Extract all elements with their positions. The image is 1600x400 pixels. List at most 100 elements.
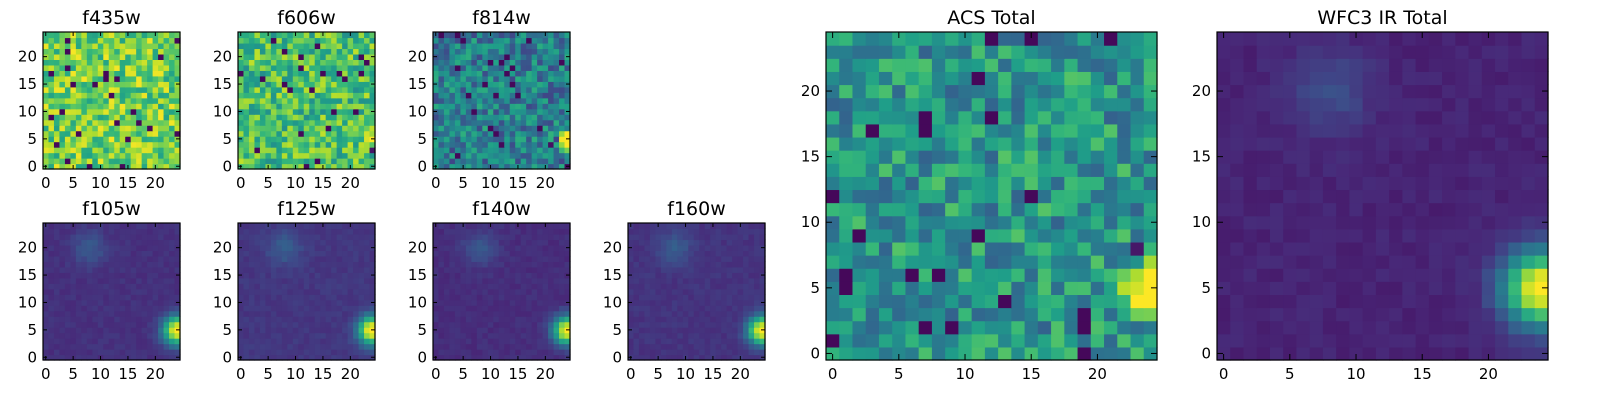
heatmap-cell <box>542 75 549 82</box>
heatmap-cell <box>677 233 684 241</box>
heatmap-cell <box>732 338 739 345</box>
heatmap-cell <box>487 152 494 159</box>
heatmap-cell <box>281 147 288 154</box>
heatmap-cell <box>342 86 349 93</box>
heatmap-cell <box>276 327 283 334</box>
heatmap-cell <box>487 327 494 334</box>
heatmap-cell <box>958 163 973 177</box>
heatmap-cell <box>628 239 635 246</box>
heatmap-cell <box>498 283 505 290</box>
heatmap-cell <box>163 130 170 137</box>
heatmap-cell <box>482 64 489 71</box>
heatmap-cell <box>320 294 327 301</box>
heatmap-cell <box>1064 255 1079 269</box>
heatmap-cell <box>655 255 662 262</box>
heatmap-cell <box>48 310 55 317</box>
heatmap-cell <box>471 163 478 170</box>
heatmap-cell <box>471 53 478 60</box>
heatmap-cell <box>314 81 321 88</box>
heatmap-cell <box>564 32 571 39</box>
heatmap-cell <box>243 86 250 93</box>
heatmap-cell <box>865 215 880 230</box>
heatmap-cell <box>75 233 82 241</box>
heatmap-cell <box>526 152 533 159</box>
heatmap-cell <box>449 228 456 235</box>
heatmap-cell <box>254 316 261 323</box>
heatmap-cell <box>108 332 115 339</box>
heatmap-cell <box>325 108 332 115</box>
heatmap-cell <box>152 103 159 110</box>
heatmap-cell <box>281 250 288 257</box>
heatmap-cell <box>504 92 511 99</box>
heatmap-cell <box>460 294 467 301</box>
heatmap-cell <box>476 136 483 143</box>
heatmap-cell <box>839 281 854 295</box>
heatmap-cell <box>438 158 445 165</box>
heatmap-cell <box>471 321 478 328</box>
heatmap-cell <box>342 147 349 154</box>
x-tick-label: 20 <box>341 174 360 192</box>
heatmap-cell <box>70 86 77 93</box>
heatmap-cell <box>86 316 93 323</box>
heatmap-cell <box>660 305 667 312</box>
heatmap-cell <box>270 114 277 121</box>
heatmap-cell <box>147 163 154 170</box>
heatmap-cell <box>865 255 880 269</box>
heatmap-cell <box>81 70 88 77</box>
heatmap-cell <box>1117 307 1132 322</box>
heatmap-cell <box>325 125 332 132</box>
heatmap-cell <box>92 119 99 126</box>
heatmap-cell <box>649 343 656 350</box>
heatmap-cell <box>704 354 711 361</box>
heatmap-cell <box>515 338 522 345</box>
heatmap-cell <box>48 64 55 71</box>
heatmap-cell <box>918 346 933 361</box>
heatmap-cell <box>852 189 867 204</box>
heatmap-cell <box>548 108 555 115</box>
heatmap-cell <box>125 338 132 345</box>
heatmap-cell <box>487 130 494 137</box>
heatmap-cell <box>64 354 71 361</box>
heatmap-cell <box>526 338 533 345</box>
heatmap-cell <box>693 321 700 328</box>
heatmap-cell <box>644 228 651 235</box>
heatmap-cell <box>693 239 700 246</box>
heatmap-cell <box>852 268 867 282</box>
heatmap-cell <box>1104 241 1118 256</box>
heatmap-cell <box>548 343 555 350</box>
heatmap-cell <box>147 266 154 273</box>
heatmap-cell <box>141 233 148 241</box>
heatmap-cell <box>487 239 494 246</box>
heatmap-cell <box>147 277 154 284</box>
heatmap-cell <box>454 48 461 55</box>
heatmap-cell <box>331 130 338 137</box>
heatmap-cell <box>520 294 527 301</box>
heatmap-cell <box>520 103 527 110</box>
heatmap-cell <box>86 266 93 273</box>
heatmap-cell <box>1037 241 1052 256</box>
heatmap-cell <box>454 70 461 77</box>
heatmap-cell <box>564 152 571 159</box>
heatmap-cell <box>737 244 744 251</box>
heatmap-cell <box>92 305 99 312</box>
heatmap-cell <box>1024 163 1039 177</box>
heatmap-cell <box>64 299 71 306</box>
heatmap-cell <box>70 37 77 44</box>
heatmap-cell <box>303 327 310 334</box>
heatmap-cell <box>353 70 360 77</box>
heatmap-cell <box>276 223 283 230</box>
heatmap-cell <box>487 64 494 71</box>
heatmap-cell <box>666 316 673 323</box>
heatmap-cell <box>520 158 527 165</box>
heatmap-cell <box>443 299 451 306</box>
heatmap-cell <box>542 152 549 159</box>
heatmap-cell <box>715 332 722 339</box>
heatmap-cell <box>743 288 750 295</box>
heatmap-cell <box>649 272 656 279</box>
heatmap-cell <box>644 233 651 241</box>
heatmap-cell <box>454 64 461 71</box>
heatmap-cell <box>347 48 354 55</box>
heatmap-cell <box>748 349 755 356</box>
heatmap-cell <box>1077 281 1092 295</box>
heatmap-cell <box>476 64 483 71</box>
